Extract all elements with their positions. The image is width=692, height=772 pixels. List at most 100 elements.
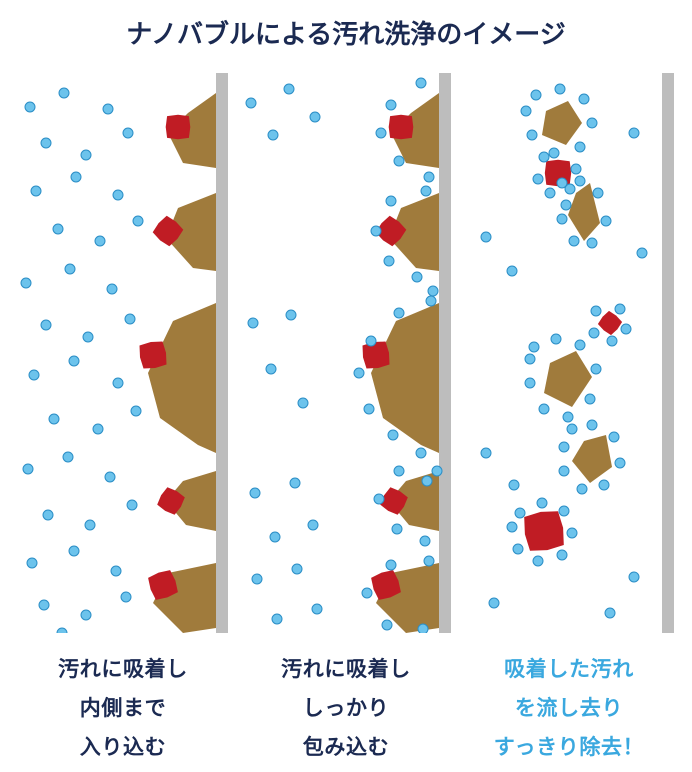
nanobubble [418, 624, 428, 633]
nanobubble [81, 610, 91, 620]
nanobubble [284, 84, 294, 94]
nanobubble [394, 466, 404, 476]
nanobubble [421, 186, 431, 196]
nanobubble [615, 304, 625, 314]
nanobubble [591, 306, 601, 316]
red-particle [598, 311, 622, 335]
panels-row [0, 73, 692, 633]
nanobubble [290, 478, 300, 488]
nanobubble [308, 520, 318, 530]
nanobubble [601, 216, 611, 226]
wall-surface [662, 73, 674, 633]
nanobubble [587, 118, 597, 128]
caption-line: 汚れに吸着し [18, 651, 228, 690]
nanobubble [312, 604, 322, 614]
nanobubble [557, 178, 567, 188]
nanobubble [111, 566, 121, 576]
nanobubble [392, 524, 402, 534]
nanobubble [57, 628, 67, 633]
dirt-blob [371, 303, 439, 453]
nanobubble [364, 404, 374, 414]
nanobubble [386, 196, 396, 206]
nanobubble [95, 236, 105, 246]
panel-svg [241, 73, 451, 633]
nanobubble [585, 394, 595, 404]
nanobubble [515, 508, 525, 518]
wall-surface [216, 73, 228, 633]
nanobubble [539, 152, 549, 162]
nanobubble [105, 472, 115, 482]
panel-svg [464, 73, 674, 633]
caption-line: 汚れに吸着し [241, 651, 451, 690]
nanobubble [416, 448, 426, 458]
nanobubble [527, 130, 537, 140]
nanobubble [489, 598, 499, 608]
nanobubble [310, 112, 320, 122]
nanobubble [41, 320, 51, 330]
nanobubble [507, 266, 517, 276]
nanobubble [420, 536, 430, 546]
nanobubble [549, 148, 559, 158]
nanobubble [569, 236, 579, 246]
nanobubble [83, 332, 93, 342]
nanobubble [292, 564, 302, 574]
nanobubble [551, 334, 561, 344]
nanobubble [575, 142, 585, 152]
nanobubble [593, 188, 603, 198]
nanobubble [428, 286, 438, 296]
nanobubble [577, 484, 587, 494]
nanobubble [23, 464, 33, 474]
nanobubble [298, 398, 308, 408]
nanobubble [103, 104, 113, 114]
nanobubble [107, 284, 117, 294]
nanobubble [424, 556, 434, 566]
nanobubble [609, 432, 619, 442]
nanobubble [394, 156, 404, 166]
caption-line: すっきり除去！ [464, 729, 674, 768]
caption-2: 汚れに吸着ししっかり包み込む [241, 651, 451, 768]
caption-line: 吸着した汚れ [464, 651, 674, 690]
red-particle [363, 342, 390, 369]
nanobubble [481, 448, 491, 458]
nanobubble [481, 232, 491, 242]
nanobubble [248, 318, 258, 328]
nanobubble [386, 560, 396, 570]
nanobubble [388, 430, 398, 440]
nanobubble [69, 356, 79, 366]
nanobubble [286, 310, 296, 320]
nanobubble [555, 84, 565, 94]
nanobubble [362, 588, 372, 598]
nanobubble [591, 364, 601, 374]
nanobubble [513, 544, 523, 554]
nanobubble [559, 442, 569, 452]
captions-row: 汚れに吸着し内側まで入り込む 汚れに吸着ししっかり包み込む 吸着した汚れを流し去… [0, 651, 692, 768]
nanobubble [85, 520, 95, 530]
nanobubble [559, 466, 569, 476]
caption-1: 汚れに吸着し内側まで入り込む [18, 651, 228, 768]
nanobubble [525, 354, 535, 364]
nanobubble [246, 98, 256, 108]
nanobubble [41, 138, 51, 148]
nanobubble [25, 102, 35, 112]
nanobubble [43, 510, 53, 520]
nanobubble [605, 608, 615, 618]
nanobubble [537, 498, 547, 508]
nanobubble [416, 78, 426, 88]
nanobubble [123, 128, 133, 138]
nanobubble [561, 200, 571, 210]
nanobubble [579, 94, 589, 104]
nanobubble [629, 128, 639, 138]
red-particle [524, 511, 564, 551]
nanobubble [412, 272, 422, 282]
nanobubble [432, 466, 442, 476]
nanobubble [545, 188, 555, 198]
caption-3: 吸着した汚れを流し去りすっきり除去！ [464, 651, 674, 768]
wall-surface [439, 73, 451, 633]
nanobubble [589, 328, 599, 338]
nanobubble [559, 506, 569, 516]
nanobubble [272, 614, 282, 624]
nanobubble [563, 412, 573, 422]
nanobubble [575, 340, 585, 350]
nanobubble [113, 190, 123, 200]
nanobubble [49, 414, 59, 424]
